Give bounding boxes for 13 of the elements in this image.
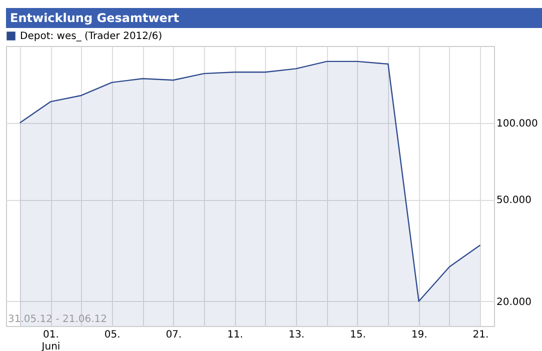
x-tick-label: 21. — [472, 330, 489, 340]
legend-label: Depot: wes_ (Trader 2012/6) — [20, 31, 162, 42]
x-tick-label: 07. — [166, 330, 182, 340]
y-tick-label: 50.000 — [496, 195, 532, 206]
x-tick-label: 19. — [411, 330, 428, 340]
y-tick-label: 100.000 — [496, 118, 538, 130]
x-tick-label: 05. — [104, 330, 120, 340]
x-tick-label: 15. — [350, 330, 366, 340]
y-tick-label: 20.000 — [496, 296, 532, 308]
x-tick-label: 13. — [288, 330, 304, 340]
x-tick-label: 11. — [227, 330, 244, 340]
annotation: 31.05.12 - 21.06.12 — [8, 314, 108, 325]
chart-title: Entwicklung Gesamtwert — [6, 8, 542, 28]
